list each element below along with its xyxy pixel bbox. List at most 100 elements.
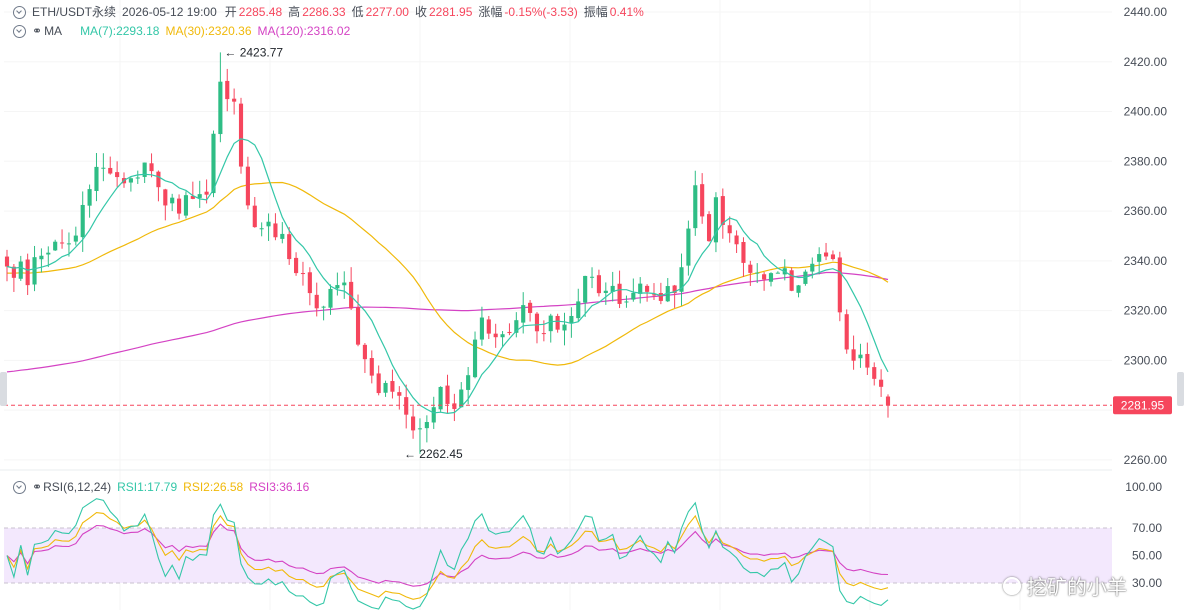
candle-body: [142, 162, 147, 177]
candles: [4, 52, 891, 454]
candle-body: [300, 273, 306, 275]
candle-body: [87, 189, 92, 206]
candle-body: [631, 292, 636, 300]
candle: [280, 222, 285, 244]
candle-body: [238, 103, 244, 167]
candle: [603, 282, 608, 305]
candle: [507, 323, 512, 336]
collapse-chevron-icon[interactable]: [13, 5, 26, 19]
ma7-value: MA(7):2293.18: [80, 24, 160, 38]
price-axis-tick-label: 2340.00: [1124, 254, 1168, 268]
price-axis-tick-label: 2320.00: [1124, 304, 1168, 318]
candle-body: [796, 285, 801, 293]
candle: [837, 251, 842, 322]
candle: [700, 173, 705, 224]
candle-body: [156, 171, 161, 188]
candle-body: [610, 285, 615, 292]
candle-body: [204, 191, 209, 195]
collapse-chevron-icon[interactable]: [13, 24, 26, 38]
candle: [624, 295, 629, 308]
candle-body: [362, 344, 367, 360]
price-axis: 2440.00 2420.00 2400.00 2380.00 2360.00 2340.…: [1124, 5, 1168, 590]
ma7-line: [6, 138, 889, 415]
candle: [383, 380, 388, 397]
candle-body: [294, 257, 299, 274]
collapse-chevron-icon[interactable]: [13, 480, 26, 494]
candle: [569, 307, 574, 338]
candle: [266, 213, 271, 241]
change-label: 涨幅: [478, 5, 503, 19]
open-label: 开: [224, 5, 237, 19]
candle: [18, 255, 23, 281]
candle-body: [459, 389, 464, 408]
candle: [858, 343, 863, 368]
candle: [789, 267, 794, 292]
candle-body: [500, 334, 505, 338]
last-price-tag: [1113, 396, 1172, 415]
candle: [321, 305, 326, 321]
candle-body: [486, 319, 491, 334]
candle: [142, 162, 147, 184]
candle-body: [4, 256, 10, 267]
rsi-axis-tick-label: 50.00: [1132, 549, 1162, 563]
candle: [865, 342, 870, 375]
candle-body: [700, 184, 705, 217]
candle-body: [727, 225, 732, 234]
candle: [521, 292, 526, 334]
candle-body: [183, 195, 189, 216]
candle-body: [321, 306, 326, 308]
candle: [149, 153, 154, 178]
open-value: 2285.48: [238, 5, 283, 19]
candle-body: [872, 367, 877, 379]
candle-body: [672, 285, 677, 294]
rsi3-path: [6, 523, 889, 587]
price-legend: ETH/USDT永续 2026-05-12 19:00 开 2285.48 高 …: [0, 3, 650, 21]
candle: [693, 170, 698, 236]
bar-datetime: 2026-05-12 19:00: [122, 5, 217, 19]
rsi-axis-tick-label: 30.00: [1132, 576, 1162, 590]
candle: [610, 271, 615, 302]
candle-body: [713, 197, 718, 243]
candle-body: [252, 205, 257, 228]
right-scroll-handle[interactable]: [1177, 372, 1184, 406]
eye-icon[interactable]: ⚭: [32, 24, 43, 38]
candle-body: [211, 133, 216, 194]
candle-body: [149, 163, 154, 172]
candle-body: [135, 177, 140, 179]
candle-body: [879, 379, 884, 387]
candle: [424, 415, 429, 443]
candle-body: [46, 252, 51, 255]
candle-body: [452, 403, 457, 409]
candle: [548, 313, 553, 343]
candle: [294, 252, 299, 276]
candle-body: [390, 381, 395, 392]
candle: [741, 237, 746, 277]
candle: [87, 184, 92, 218]
candle-body: [734, 235, 739, 245]
candle-body: [411, 416, 416, 431]
candle-body: [197, 194, 202, 198]
rsi-legend: ⚭ RSI(6,12,24) RSI1:17.79 RSI2:26.58 RSI…: [0, 478, 315, 496]
candle-body: [472, 339, 478, 378]
left-scroll-handle[interactable]: [0, 372, 7, 406]
candle: [238, 97, 244, 174]
candle-body: [493, 333, 498, 338]
min-price-label: ← 2262.45: [404, 447, 463, 461]
candle-body: [438, 386, 443, 410]
candle-body: [287, 234, 292, 260]
candle-body: [858, 354, 863, 359]
candle: [486, 315, 491, 340]
candle: [411, 406, 416, 439]
candle-body: [397, 392, 402, 396]
candle: [872, 362, 877, 386]
candle-body: [163, 189, 168, 206]
eye-icon[interactable]: ⚭: [32, 480, 43, 494]
candle-body: [128, 178, 133, 183]
candle: [555, 313, 560, 333]
ma120-line: [6, 271, 889, 373]
candle: [101, 153, 106, 182]
candle: [197, 180, 202, 208]
candle-body: [424, 422, 429, 429]
amplitude-value: 0.41%: [609, 5, 644, 19]
